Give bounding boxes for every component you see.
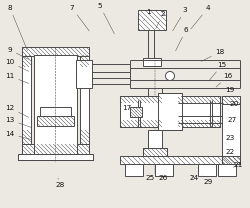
Polygon shape bbox=[178, 96, 220, 127]
Polygon shape bbox=[138, 10, 166, 30]
Polygon shape bbox=[34, 55, 77, 154]
Polygon shape bbox=[18, 154, 93, 160]
Polygon shape bbox=[120, 156, 240, 164]
Polygon shape bbox=[120, 120, 162, 127]
Text: 26: 26 bbox=[158, 175, 168, 181]
Polygon shape bbox=[222, 156, 240, 164]
Polygon shape bbox=[218, 164, 236, 176]
Polygon shape bbox=[178, 96, 220, 103]
Text: 29: 29 bbox=[203, 175, 212, 185]
Text: 2: 2 bbox=[156, 11, 165, 29]
Text: 21: 21 bbox=[233, 162, 242, 168]
Polygon shape bbox=[148, 130, 162, 148]
Circle shape bbox=[166, 72, 174, 80]
Text: 7: 7 bbox=[70, 5, 89, 31]
Polygon shape bbox=[143, 58, 161, 66]
Polygon shape bbox=[178, 120, 220, 127]
Text: 20: 20 bbox=[228, 101, 238, 110]
Text: 22: 22 bbox=[225, 149, 234, 158]
Polygon shape bbox=[143, 148, 167, 156]
Text: 14: 14 bbox=[6, 131, 32, 140]
Polygon shape bbox=[80, 130, 89, 144]
Polygon shape bbox=[120, 96, 162, 127]
Polygon shape bbox=[155, 164, 173, 176]
Polygon shape bbox=[198, 164, 216, 176]
Text: 11: 11 bbox=[6, 73, 29, 83]
Text: 12: 12 bbox=[6, 105, 29, 117]
Text: 17: 17 bbox=[122, 105, 137, 111]
Polygon shape bbox=[76, 60, 92, 88]
Polygon shape bbox=[80, 55, 89, 144]
Polygon shape bbox=[120, 96, 162, 103]
Polygon shape bbox=[37, 116, 74, 126]
Text: 10: 10 bbox=[6, 59, 29, 71]
Polygon shape bbox=[143, 148, 167, 156]
Text: 15: 15 bbox=[209, 62, 226, 81]
Polygon shape bbox=[22, 144, 89, 154]
Text: 6: 6 bbox=[176, 27, 188, 51]
Text: 18: 18 bbox=[201, 49, 224, 61]
Text: 5: 5 bbox=[98, 3, 114, 34]
Text: 28: 28 bbox=[56, 178, 64, 188]
Polygon shape bbox=[222, 96, 240, 164]
Text: 4: 4 bbox=[191, 5, 210, 29]
Text: 3: 3 bbox=[173, 7, 187, 31]
Polygon shape bbox=[22, 130, 31, 144]
Polygon shape bbox=[130, 107, 142, 117]
Text: 1: 1 bbox=[144, 9, 150, 21]
Text: 23: 23 bbox=[225, 135, 234, 144]
Text: 24: 24 bbox=[190, 175, 198, 181]
Text: 9: 9 bbox=[8, 47, 29, 59]
Polygon shape bbox=[158, 93, 182, 130]
Text: 16: 16 bbox=[216, 73, 232, 87]
Text: 13: 13 bbox=[6, 117, 32, 128]
Polygon shape bbox=[22, 55, 31, 67]
Text: 27: 27 bbox=[228, 117, 236, 126]
Polygon shape bbox=[22, 47, 89, 56]
Polygon shape bbox=[40, 107, 71, 116]
Polygon shape bbox=[80, 55, 89, 67]
Text: 25: 25 bbox=[146, 175, 154, 181]
Text: 19: 19 bbox=[221, 87, 234, 97]
Text: 8: 8 bbox=[8, 5, 28, 51]
Polygon shape bbox=[22, 55, 31, 144]
Polygon shape bbox=[125, 164, 143, 176]
Polygon shape bbox=[222, 96, 240, 104]
